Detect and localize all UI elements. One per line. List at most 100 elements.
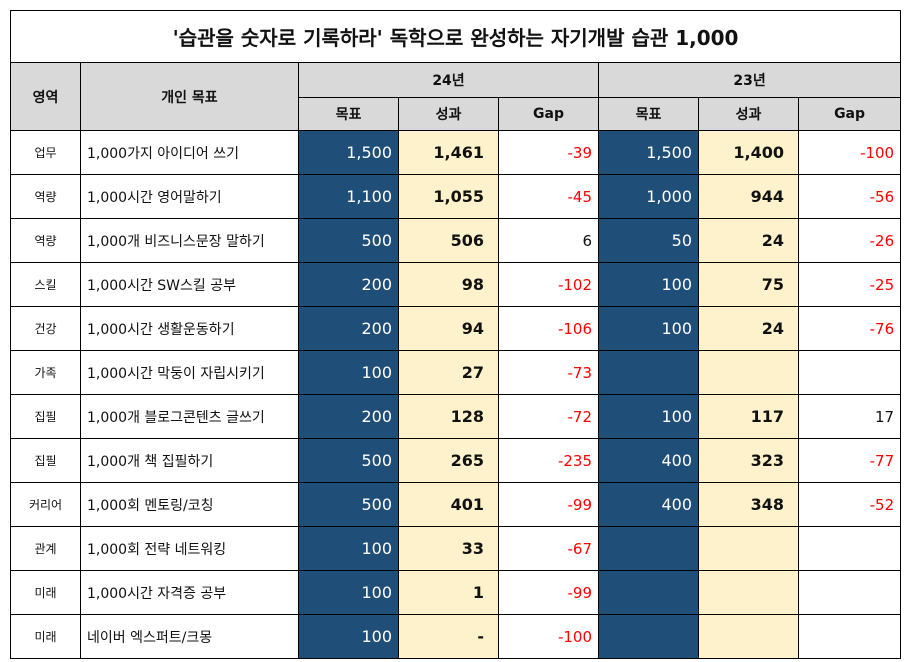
result-24-cell: 94 bbox=[398, 306, 499, 351]
gap-23-cell bbox=[797, 350, 902, 395]
result-23-cell: 117 bbox=[698, 394, 799, 439]
goal-cell: 1,000회 멘토링/코칭 bbox=[80, 482, 299, 527]
target-24-cell: 1,500 bbox=[298, 130, 399, 175]
target-24-cell: 500 bbox=[298, 218, 399, 263]
result-24-cell: 33 bbox=[398, 526, 499, 571]
target-23-cell: 100 bbox=[598, 306, 699, 351]
spreadsheet: '습관을 숫자로 기록하라' 독학으로 완성하는 자기개발 습관 1,000 영… bbox=[9, 10, 902, 659]
result-23-cell: 75 bbox=[698, 262, 799, 307]
gap-24-cell: -39 bbox=[498, 130, 599, 175]
target-23-cell: 50 bbox=[598, 218, 699, 263]
gap-23-cell: -56 bbox=[797, 174, 902, 219]
target-23-cell: 1,500 bbox=[598, 130, 699, 175]
table-row: 역량 1,000개 비즈니스문장 말하기 500 506 6 50 24 -26 bbox=[10, 218, 902, 263]
result-23-cell bbox=[698, 350, 799, 395]
area-cell: 미래 bbox=[10, 614, 81, 659]
area-cell: 관계 bbox=[10, 526, 81, 571]
target-23-cell: 400 bbox=[598, 438, 699, 483]
target-23-cell: 100 bbox=[598, 394, 699, 439]
gap-24-cell: -67 bbox=[498, 526, 599, 571]
target-23-cell bbox=[598, 570, 699, 615]
gap-24-cell: -106 bbox=[498, 306, 599, 351]
gap-23-cell bbox=[797, 526, 902, 571]
target-23-cell: 400 bbox=[598, 482, 699, 527]
target-24-cell: 500 bbox=[298, 438, 399, 483]
gap-23-cell: -25 bbox=[797, 262, 902, 307]
gap-24-cell: 6 bbox=[498, 218, 599, 263]
header-goal: 개인 목표 bbox=[80, 62, 299, 131]
gap-23-cell bbox=[797, 570, 902, 615]
gap-23-cell: -52 bbox=[797, 482, 902, 527]
gap-24-cell: -45 bbox=[498, 174, 599, 219]
target-23-cell bbox=[598, 614, 699, 659]
habit-table: '습관을 숫자로 기록하라' 독학으로 완성하는 자기개발 습관 1,000 영… bbox=[9, 10, 902, 659]
header-gap-24: Gap bbox=[498, 97, 599, 131]
result-24-cell: 265 bbox=[398, 438, 499, 483]
area-cell: 집필 bbox=[10, 438, 81, 483]
gap-23-cell: -100 bbox=[797, 130, 902, 175]
gap-23-cell: 17 bbox=[797, 394, 902, 439]
goal-cell: 1,000회 전략 네트워킹 bbox=[80, 526, 299, 571]
table-row: 역량 1,000시간 영어말하기 1,100 1,055 -45 1,000 944 -56 bbox=[10, 174, 902, 219]
gap-24-cell: -235 bbox=[498, 438, 599, 483]
result-23-cell: 1,400 bbox=[698, 130, 799, 175]
target-24-cell: 200 bbox=[298, 394, 399, 439]
table-row: 가족 1,000시간 막둥이 자립시키기 100 27 -73 bbox=[10, 350, 902, 395]
result-23-cell bbox=[698, 526, 799, 571]
area-cell: 업무 bbox=[10, 130, 81, 175]
target-23-cell bbox=[598, 526, 699, 571]
result-24-cell: 506 bbox=[398, 218, 499, 263]
table-row: 커리어 1,000회 멘토링/코칭 500 401 -99 400 348 -52 bbox=[10, 482, 902, 527]
header-target-23: 목표 bbox=[598, 97, 699, 131]
gap-23-cell: -26 bbox=[797, 218, 902, 263]
result-23-cell: 24 bbox=[698, 218, 799, 263]
table-row: 관계 1,000회 전략 네트워킹 100 33 -67 bbox=[10, 526, 902, 571]
gap-24-cell: -73 bbox=[498, 350, 599, 395]
table-body: 업무 1,000가지 아이디어 쓰기 1,500 1,461 -39 1,500 1,400… bbox=[10, 130, 902, 659]
gap-24-cell: -72 bbox=[498, 394, 599, 439]
gap-23-cell bbox=[797, 614, 902, 659]
result-24-cell: 128 bbox=[398, 394, 499, 439]
header-target-24: 목표 bbox=[298, 97, 399, 131]
header-year-23: 23년 bbox=[597, 62, 902, 98]
area-cell: 미래 bbox=[10, 570, 81, 615]
area-cell: 건강 bbox=[10, 306, 81, 351]
target-24-cell: 100 bbox=[298, 570, 399, 615]
header-area: 영역 bbox=[10, 62, 81, 131]
gap-23-cell: -76 bbox=[797, 306, 902, 351]
goal-cell: 1,000시간 막둥이 자립시키기 bbox=[80, 350, 299, 395]
goal-cell: 네이버 엑스퍼트/크몽 bbox=[80, 614, 299, 659]
result-24-cell: 1,055 bbox=[398, 174, 499, 219]
gap-24-cell: -102 bbox=[498, 262, 599, 307]
result-24-cell: - bbox=[398, 614, 499, 659]
area-cell: 가족 bbox=[10, 350, 81, 395]
target-23-cell: 100 bbox=[598, 262, 699, 307]
table-row: 미래 1,000시간 자격증 공부 100 1 -99 bbox=[10, 570, 902, 615]
goal-cell: 1,000시간 영어말하기 bbox=[80, 174, 299, 219]
area-cell: 집필 bbox=[10, 394, 81, 439]
result-23-cell: 944 bbox=[698, 174, 799, 219]
goal-cell: 1,000가지 아이디어 쓰기 bbox=[80, 130, 299, 175]
header-result-23: 성과 bbox=[698, 97, 799, 131]
result-23-cell bbox=[698, 614, 799, 659]
table-row: 집필 1,000개 블로그콘텐츠 글쓰기 200 128 -72 100 117 17 bbox=[10, 394, 902, 439]
table-row: 건강 1,000시간 생활운동하기 200 94 -106 100 24 -76 bbox=[10, 306, 902, 351]
result-23-cell: 348 bbox=[698, 482, 799, 527]
header-year-24: 24년 bbox=[298, 62, 599, 98]
gap-23-cell: -77 bbox=[797, 438, 902, 483]
target-24-cell: 100 bbox=[298, 614, 399, 659]
result-24-cell: 27 bbox=[398, 350, 499, 395]
header-result-24: 성과 bbox=[398, 97, 499, 131]
table-row: 집필 1,000개 책 집필하기 500 265 -235 400 323 -77 bbox=[10, 438, 902, 483]
goal-cell: 1,000개 책 집필하기 bbox=[80, 438, 299, 483]
area-cell: 스킬 bbox=[10, 262, 81, 307]
table-row: 스킬 1,000시간 SW스킬 공부 200 98 -102 100 75 -25 bbox=[10, 262, 902, 307]
result-24-cell: 98 bbox=[398, 262, 499, 307]
goal-cell: 1,000개 비즈니스문장 말하기 bbox=[80, 218, 299, 263]
goal-cell: 1,000시간 생활운동하기 bbox=[80, 306, 299, 351]
area-cell: 역량 bbox=[10, 174, 81, 219]
target-24-cell: 200 bbox=[298, 306, 399, 351]
result-24-cell: 1,461 bbox=[398, 130, 499, 175]
target-24-cell: 500 bbox=[298, 482, 399, 527]
goal-cell: 1,000개 블로그콘텐츠 글쓰기 bbox=[80, 394, 299, 439]
